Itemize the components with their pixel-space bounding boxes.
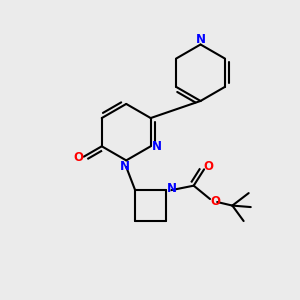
Text: O: O — [210, 195, 220, 208]
Text: N: N — [152, 140, 162, 153]
Text: O: O — [73, 151, 83, 164]
Text: N: N — [167, 182, 177, 195]
Text: O: O — [204, 160, 214, 173]
Text: N: N — [120, 160, 130, 173]
Text: N: N — [196, 33, 206, 46]
